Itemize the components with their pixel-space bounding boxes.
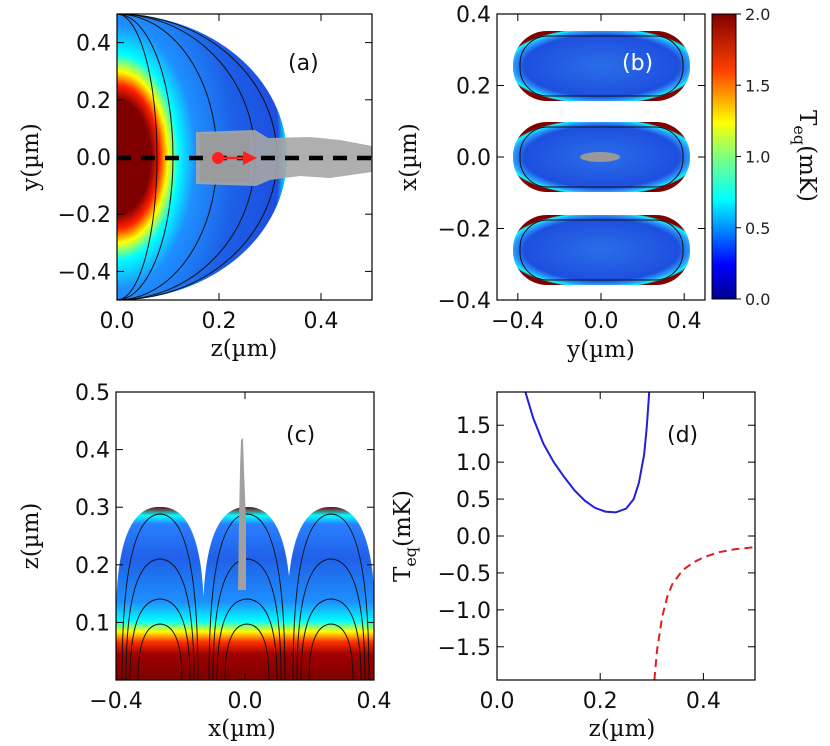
panel-d: 0.0 0.2 0.4 1.5 1.0 0.5 0.0 −0.5 −1.0 −1.5 (d) z(… bbox=[390, 391, 756, 742]
panel-0-xtick-label: 0.2 bbox=[202, 309, 237, 334]
panel-a-label: (a) bbox=[288, 51, 319, 76]
panel-b-heatmap bbox=[513, 31, 690, 285]
panel-0-ytick-label: 0.2 bbox=[76, 89, 111, 114]
panel-b-ylabel: x(µm) bbox=[396, 123, 422, 191]
panel-2-xtick-label: 0.0 bbox=[228, 689, 263, 714]
panel-c-contours bbox=[121, 513, 370, 680]
panel-b-contour-middle bbox=[519, 126, 684, 188]
panel-3-ytick-label: −1.0 bbox=[438, 599, 491, 624]
panel-3-ytick-label: 0.0 bbox=[456, 525, 491, 550]
panel-3-ytick-label: 1.0 bbox=[456, 451, 491, 476]
panel-0-xtick-label: 0.0 bbox=[100, 309, 135, 334]
panel-3-xtick-label: 0.4 bbox=[686, 689, 721, 714]
panel-1-ytick-label: −0.2 bbox=[438, 218, 491, 243]
panel-c: −0.4 0.0 0.4 0.5 0.4 0.3 0.2 0.1 (c) x(µm) z(µm… bbox=[18, 381, 392, 742]
panel-a-red-arrow-head bbox=[243, 151, 257, 165]
panel-2-ytick-label: 0.5 bbox=[75, 381, 110, 406]
colorbar-label: Teq(mK) bbox=[790, 110, 820, 202]
panel-d-ticks: 0.0 0.2 0.4 1.5 1.0 0.5 0.0 −0.5 −1.0 −1.5 bbox=[438, 392, 755, 714]
panel-b-contour-bottom bbox=[519, 219, 684, 281]
panel-2-ytick-label: 0.2 bbox=[75, 554, 110, 579]
panel-c-trajectory bbox=[238, 438, 246, 590]
panel-d-label: (d) bbox=[667, 423, 698, 448]
panel-b-label: (b) bbox=[622, 51, 653, 76]
panel-a-heatmap bbox=[117, 14, 372, 300]
panel-0-xtick-label: 0.4 bbox=[304, 309, 339, 334]
panel-3-xtick-label: 0.0 bbox=[480, 689, 515, 714]
colorbar-gradient bbox=[712, 14, 736, 299]
panel-c-ylabel: z(µm) bbox=[18, 503, 44, 570]
panel-c-arch-middle bbox=[203, 506, 291, 680]
panel-3-ytick-label: −1.5 bbox=[438, 636, 491, 661]
panel-d-series-blue bbox=[524, 392, 651, 514]
panel-2-ytick-label: 0.3 bbox=[75, 496, 110, 521]
panel-1-ytick-label: 0.0 bbox=[456, 146, 491, 171]
panel-b-ticks: −0.4 0.0 0.4 0.4 0.2 0.0 −0.2 −0.4 bbox=[438, 3, 705, 334]
panel-c-arch-left bbox=[116, 506, 204, 680]
panel-a-red-marker bbox=[212, 152, 224, 164]
panel-a-xlabel: z(µm) bbox=[211, 336, 278, 362]
panel-0-ytick-label: 0.0 bbox=[76, 146, 111, 171]
panel-a: 0.0 0.2 0.4 0.4 0.2 0.0 −0.2 −0.4 (a) z(µm) y(µ… bbox=[18, 13, 373, 362]
panel-3-ytick-label: 0.5 bbox=[456, 488, 491, 513]
panel-d-lines bbox=[524, 392, 755, 680]
panel-0-ytick-label: 0.4 bbox=[76, 32, 111, 57]
panel-3-ytick-label: 1.5 bbox=[456, 414, 491, 439]
panel-1-xtick-label: 0.0 bbox=[584, 309, 619, 334]
panel-d-xlabel: z(µm) bbox=[589, 716, 656, 742]
panel-b-grey-spot bbox=[580, 152, 620, 162]
panel-0-ytick-label: −0.4 bbox=[58, 260, 111, 285]
panel-b-contour-top bbox=[519, 35, 684, 97]
panel-c-xlabel: x(µm) bbox=[208, 716, 276, 742]
panel-d-frame bbox=[496, 391, 756, 681]
panel-c-heatmap bbox=[116, 438, 374, 680]
panel-2-ytick-label: 0.4 bbox=[75, 439, 110, 464]
colorbar-tick-label: 2.0 bbox=[745, 5, 770, 24]
panel-1-xtick-label: −0.4 bbox=[491, 309, 544, 334]
panel-1-ytick-label: −0.4 bbox=[438, 289, 491, 314]
panel-1-xtick-label: 0.4 bbox=[667, 309, 702, 334]
colorbar-tick-label: 1.0 bbox=[745, 148, 770, 167]
panel-3-ytick-label: −0.5 bbox=[438, 562, 491, 587]
panel-d-series-red bbox=[653, 546, 755, 680]
panel-0-ytick-label: −0.2 bbox=[58, 203, 111, 228]
panel-3-xtick-label: 0.2 bbox=[583, 689, 618, 714]
panel-1-ytick-label: 0.4 bbox=[456, 3, 491, 28]
panel-b: −0.4 0.0 0.4 0.4 0.2 0.0 −0.2 −0.4 (b) y(µm) x(… bbox=[396, 3, 706, 363]
colorbar-tick-label: 0.0 bbox=[745, 290, 770, 309]
panel-2-ytick-label: 0.1 bbox=[75, 611, 110, 636]
panel-c-ticks: −0.4 0.0 0.4 0.5 0.4 0.3 0.2 0.1 bbox=[75, 381, 392, 714]
panel-a-ticks: 0.0 0.2 0.4 0.4 0.2 0.0 −0.2 −0.4 bbox=[58, 14, 372, 334]
panel-b-pill-bottom bbox=[513, 215, 690, 285]
panel-d-ylabel: Teq(mK) bbox=[390, 490, 420, 582]
panel-b-pill-top bbox=[513, 31, 690, 101]
panel-a-ylabel: y(µm) bbox=[18, 123, 44, 192]
panel-2-xtick-label: −0.4 bbox=[89, 689, 142, 714]
colorbar-tick-label: 0.5 bbox=[745, 219, 770, 238]
panel-c-arch-right bbox=[287, 506, 374, 680]
panel-b-xlabel: y(µm) bbox=[566, 337, 635, 363]
colorbar-ticks: 2.0 1.5 1.0 0.5 0.0 bbox=[736, 5, 770, 309]
colorbar: 2.0 1.5 1.0 0.5 0.0 Teq(mK) bbox=[711, 5, 820, 309]
panel-1-ytick-label: 0.2 bbox=[456, 75, 491, 100]
colorbar-tick-label: 1.5 bbox=[745, 76, 770, 95]
panel-a-contour-1 bbox=[117, 14, 158, 300]
panel-2-xtick-label: 0.4 bbox=[357, 689, 392, 714]
panel-c-label: (c) bbox=[286, 423, 315, 448]
